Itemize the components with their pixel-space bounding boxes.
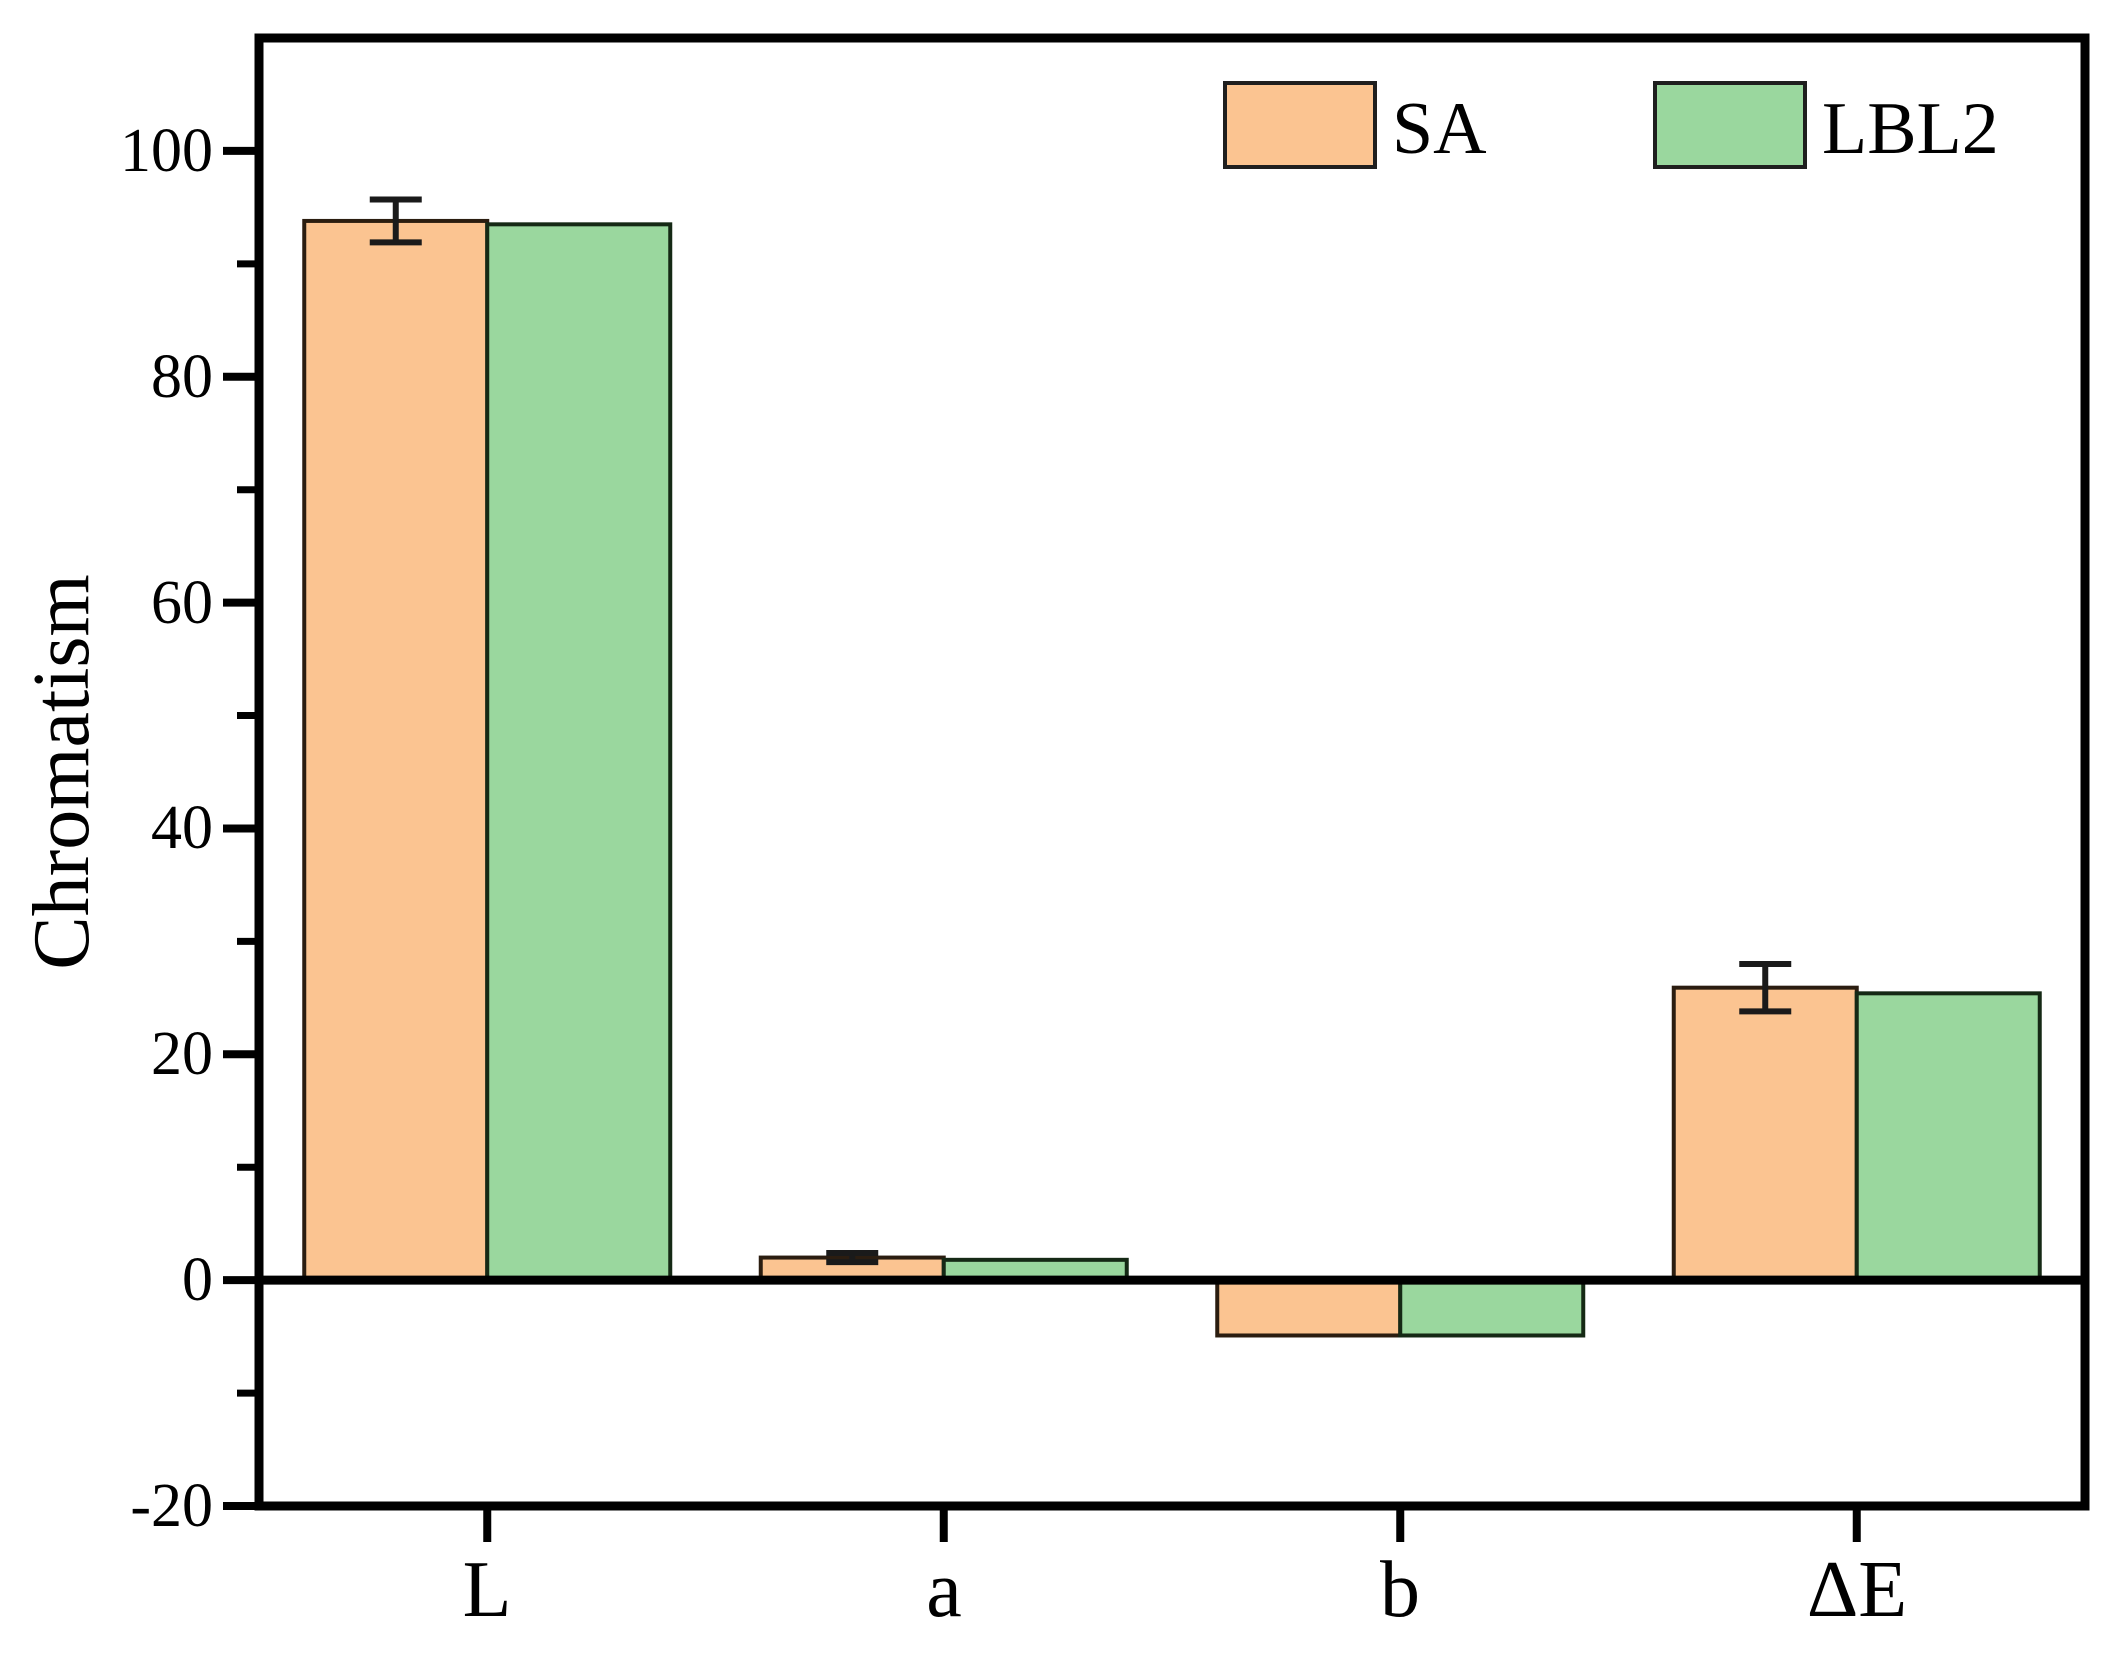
bar-SA-b	[1215, 1278, 1403, 1338]
y-tick-label-40: 40	[151, 794, 213, 862]
bar-SA-L	[302, 218, 490, 1283]
bar-LBL2-b	[1398, 1278, 1586, 1338]
y-tick-label-100: 100	[120, 117, 213, 185]
legend-label-lbl2: LBL2	[1822, 88, 1999, 170]
bar-SA-ΔE	[1671, 985, 1859, 1283]
bar-LBL2-ΔE	[1854, 991, 2042, 1283]
legend-swatch-LBL2	[1653, 81, 1807, 169]
legend-label-sa: SA	[1392, 88, 1487, 170]
y-tick-label-0: 0	[182, 1246, 213, 1314]
plot-border	[254, 33, 2090, 1511]
x-category-label-a: a	[926, 1546, 962, 1634]
y-tick-label-60: 60	[151, 569, 213, 637]
y-tick-label-80: 80	[151, 343, 213, 411]
x-category-label-deltaE: ΔE	[1806, 1546, 1908, 1634]
y-tick-label-neg20: -20	[130, 1472, 213, 1540]
y-tick-label-20: 20	[151, 1020, 213, 1088]
bar-LBL2-L	[485, 222, 673, 1283]
legend-swatch-SA	[1223, 81, 1377, 169]
x-category-label-b: b	[1380, 1546, 1420, 1634]
x-category-label-L: L	[462, 1546, 512, 1634]
